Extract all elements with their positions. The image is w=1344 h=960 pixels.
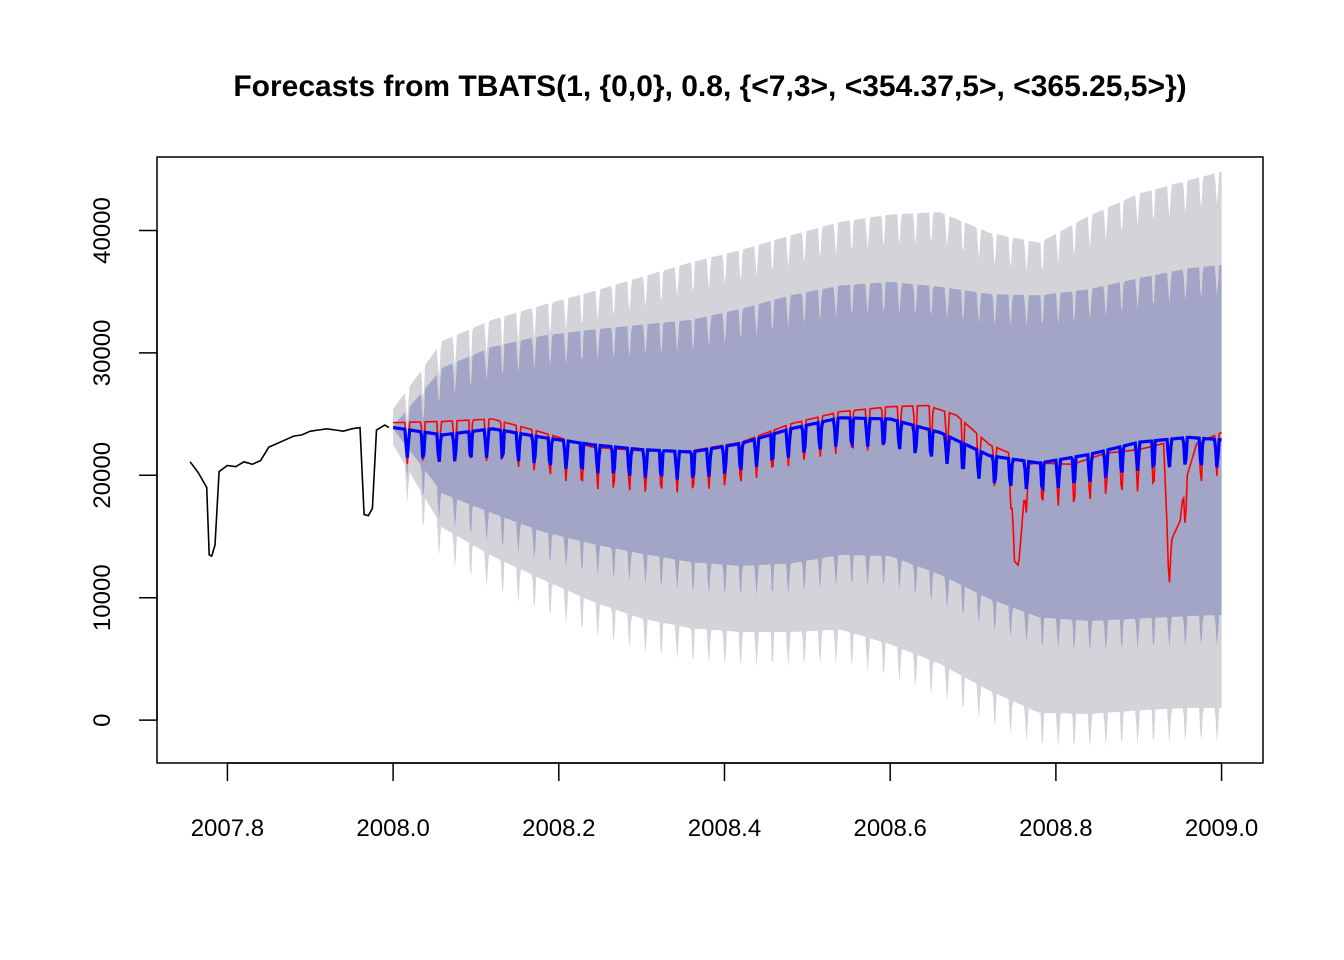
plot-area	[189, 171, 1222, 748]
plot-contents	[189, 171, 1222, 748]
y-tick-label: 10000	[89, 564, 116, 631]
x-tick-label: 2009.0	[1185, 815, 1258, 842]
series-history-line	[189, 424, 390, 558]
x-tick-label: 2008.4	[688, 815, 761, 842]
plot-frame	[156, 156, 1264, 764]
y-tick-label: 20000	[89, 442, 116, 509]
y-tick-label: 0	[89, 714, 116, 727]
series-forecast-line	[392, 416, 1222, 493]
x-axis: 2007.8 2008.0 2008.2 2008.4 2008.6 2008.8 2009…	[191, 762, 1258, 842]
series-actual-line	[393, 404, 1222, 583]
chart-title: Forecasts from TBATS(1, {0,0}, 0.8, {<7,…	[233, 70, 1186, 103]
x-tick-label: 2008.8	[1019, 815, 1092, 842]
x-tick-label: 2008.6	[853, 815, 926, 842]
x-tick-label: 2007.8	[191, 815, 264, 842]
y-tick-label: 30000	[89, 320, 116, 387]
x-tick-label: 2008.0	[356, 815, 429, 842]
y-tick-label: 40000	[89, 197, 116, 264]
x-tick-label: 2008.2	[522, 815, 595, 842]
y-axis: 0 10000 20000 30000 40000	[89, 197, 158, 727]
